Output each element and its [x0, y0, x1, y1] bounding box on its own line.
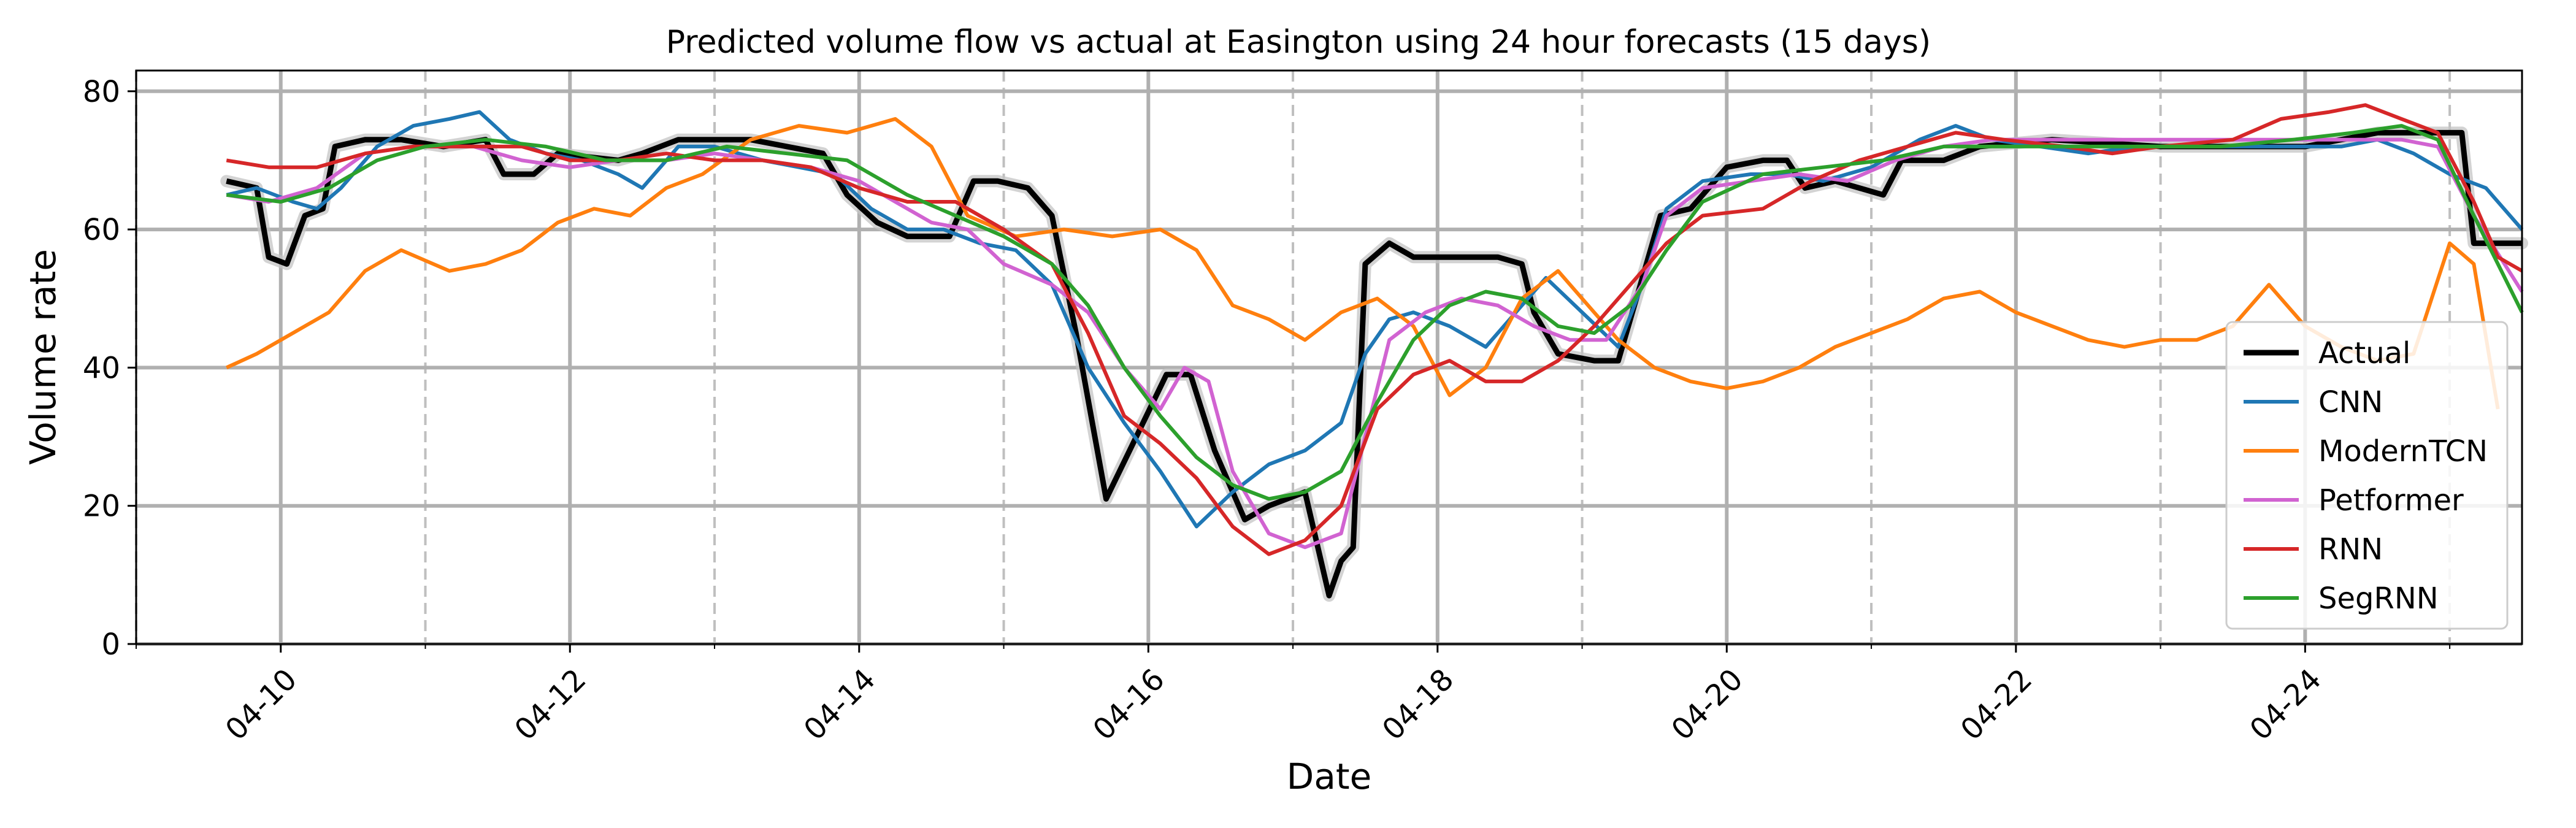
legend-entry-moderntcn: ModernTCN [2318, 434, 2488, 469]
series-actual-line [226, 129, 2522, 599]
y-tick-label: 0 [101, 627, 120, 662]
legend-entry-cnn: CNN [2318, 385, 2383, 420]
y-tick-label: 80 [83, 75, 120, 109]
legend-box [2225, 321, 2509, 630]
y-tick-label: 60 [83, 213, 120, 247]
plot-frame [135, 69, 2523, 645]
series-lines [220, 103, 2528, 602]
y-tick-label: 20 [83, 489, 120, 524]
y-axis-label: Volume rate [22, 249, 64, 465]
series-segrnn-line [226, 124, 2524, 501]
x-axis-label: Date [1287, 756, 1372, 797]
legend-entry-petformer: Petformer [2318, 483, 2464, 518]
plot-area [135, 69, 2528, 646]
legend: Actual CNN ModernTCN Petformer RNN SegRNN [2225, 321, 2509, 630]
y-axis: 0 20 40 60 80 [83, 75, 136, 662]
y-tick-label: 40 [83, 351, 120, 385]
chart-title: Predicted volume flow vs actual at Easin… [666, 24, 1931, 61]
legend-entry-rnn: RNN [2318, 532, 2383, 567]
legend-entry-actual: Actual [2318, 336, 2410, 370]
legend-entry-segrnn: SegRNN [2318, 581, 2439, 616]
series-moderntcn-line [226, 117, 2500, 410]
